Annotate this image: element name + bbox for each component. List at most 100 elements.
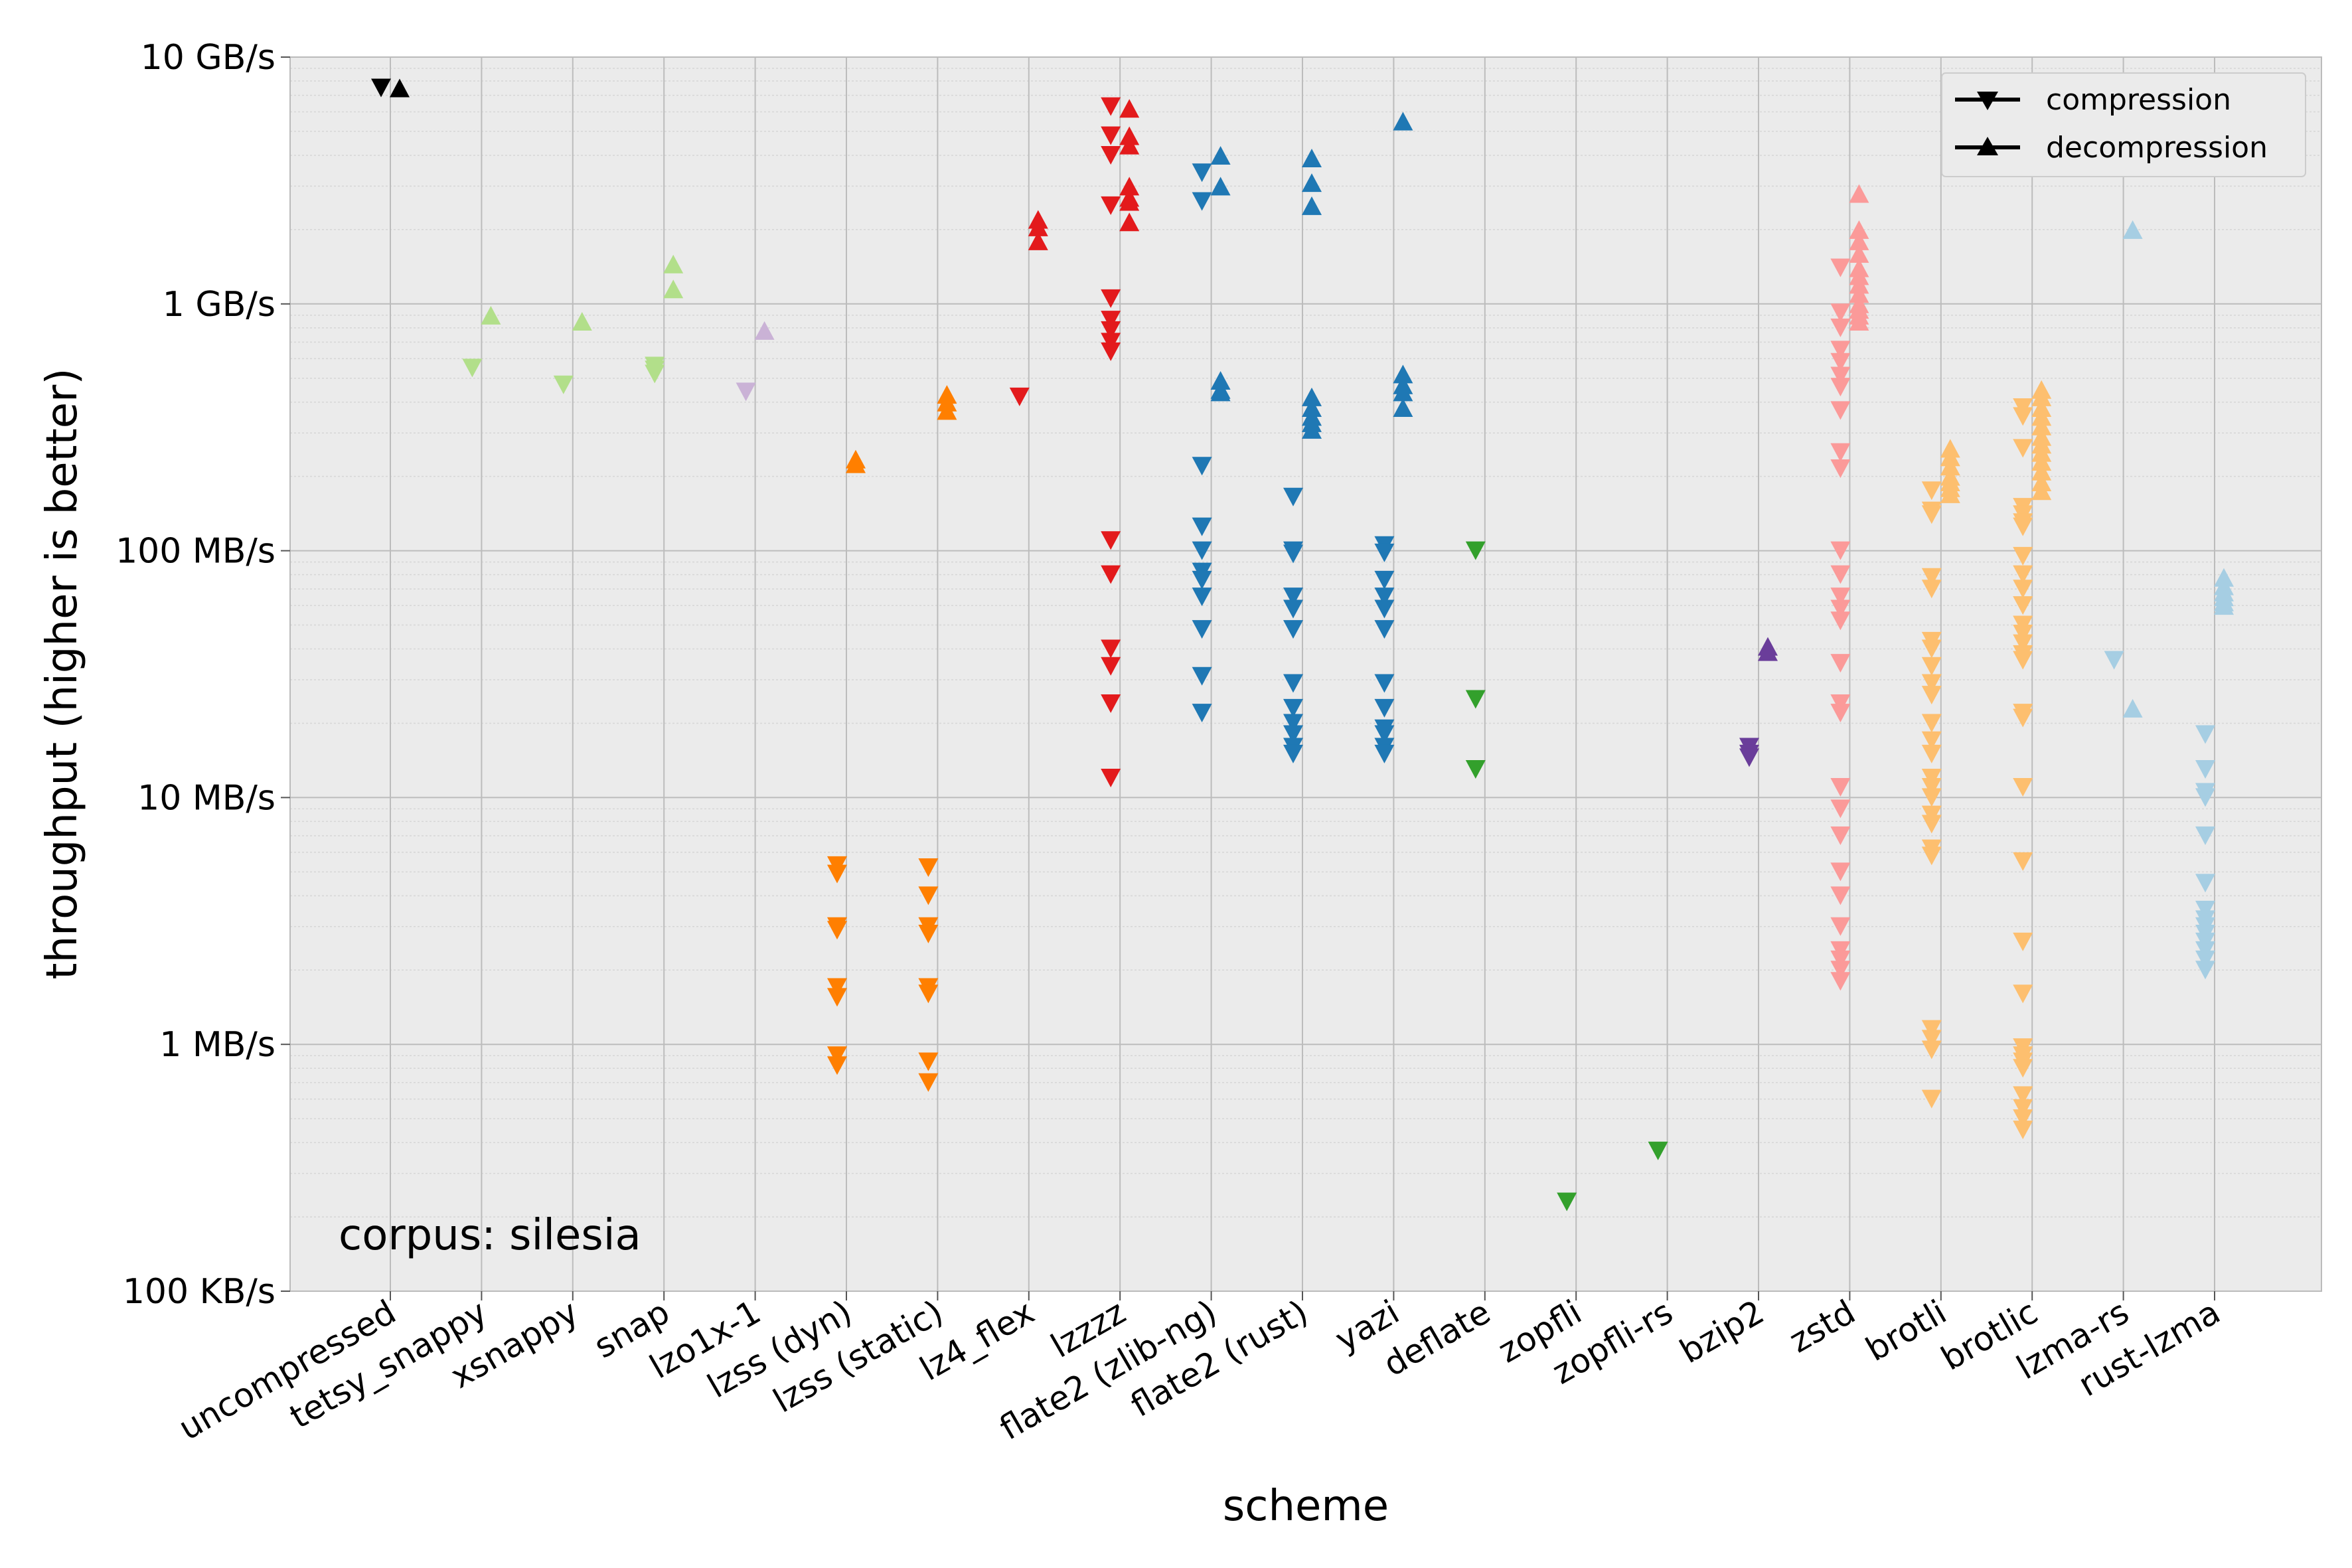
compression-point: [2195, 961, 2215, 980]
decompression-point: [1302, 173, 1322, 193]
compression-point: [1192, 192, 1212, 211]
compression-point: [1374, 570, 1395, 589]
compression-point: [1192, 588, 1212, 607]
legend-compression-marker-icon: [1977, 92, 1998, 110]
decompression-point: [1758, 642, 1778, 661]
compression-point: [2195, 900, 2215, 919]
compression-point: [1830, 799, 1851, 819]
decompression-point: [1849, 244, 1869, 263]
decompression-point: [1393, 364, 1413, 384]
decompression-point: [1119, 212, 1140, 232]
compression-point: [1921, 788, 1942, 807]
decompression-point: [572, 312, 592, 331]
y-tick-label: 10 GB/s: [141, 38, 275, 78]
compression-point: [1374, 744, 1395, 763]
compression-point: [1283, 725, 1303, 744]
compression-point: [1921, 639, 1942, 659]
decompression-point: [1393, 112, 1413, 131]
compression-point: [1101, 97, 1121, 116]
compression-point: [1830, 443, 1851, 462]
compression-point: [1830, 886, 1851, 905]
decompression-point: [1849, 231, 1869, 250]
decompression-point: [1940, 457, 1960, 476]
decompression-point: [1210, 382, 1231, 402]
compression-point: [2013, 407, 2033, 426]
compression-point: [1921, 686, 1942, 705]
compression-point: [1101, 657, 1121, 676]
compression-point: [1283, 544, 1303, 564]
compression-point: [1830, 565, 1851, 584]
compression-point: [1465, 541, 1486, 560]
y-axis-label: throughput (higher is better): [38, 368, 87, 980]
compression-point: [1921, 714, 1942, 733]
decompression-point: [1849, 284, 1869, 303]
decompression-point: [1119, 177, 1140, 196]
decompression-point: [1302, 387, 1322, 406]
compression-point: [2013, 1121, 2033, 1140]
compression-point: [1101, 311, 1121, 330]
compression-point: [2013, 624, 2033, 643]
compression-point: [1283, 620, 1303, 639]
decompression-point: [1940, 447, 1960, 467]
decompression-point: [1302, 196, 1322, 215]
compression-point: [2013, 1086, 2033, 1105]
compression-point: [1830, 778, 1851, 797]
compression-point: [1921, 568, 1942, 587]
plot-area: [290, 57, 2321, 1291]
decompression-point: [1393, 382, 1413, 402]
compression-point: [827, 921, 847, 940]
compression-point: [1830, 941, 1851, 960]
compression-point: [2013, 708, 2033, 728]
compression-point: [1101, 126, 1121, 145]
compression-point: [553, 375, 574, 394]
decompression-point: [1028, 217, 1048, 236]
compression-point: [1921, 1040, 1942, 1059]
compression-point: [736, 382, 756, 402]
decompression-point: [1210, 177, 1231, 196]
decompression-point: [1028, 231, 1048, 250]
compression-point: [1830, 353, 1851, 372]
compression-point: [1648, 1141, 1668, 1160]
compression-point: [1192, 704, 1212, 723]
compression-point: [1101, 342, 1121, 361]
decompression-point: [2214, 596, 2234, 615]
compression-point: [1830, 401, 1851, 420]
compression-point: [1101, 639, 1121, 659]
plot-frame: [289, 56, 2322, 1292]
compression-point: [1374, 725, 1395, 744]
compression-point: [1830, 318, 1851, 337]
compression-point: [918, 1073, 939, 1092]
compression-point: [2195, 874, 2215, 893]
compression-point: [1830, 972, 1851, 991]
compression-point: [2195, 788, 2215, 807]
compression-point: [1921, 846, 1942, 866]
legend-decompression-marker-icon: [1977, 137, 1998, 155]
decompression-point: [1849, 184, 1869, 203]
compression-point: [1830, 303, 1851, 323]
compression-point: [827, 988, 847, 1007]
compression-point: [1101, 768, 1121, 787]
compression-point: [1830, 599, 1851, 619]
decompression-point: [663, 254, 684, 274]
compression-point: [2195, 725, 2215, 744]
compression-point: [1921, 674, 1942, 693]
compression-point: [2013, 651, 2033, 670]
x-axis-label: scheme: [1223, 1482, 1389, 1531]
decompression-point: [1393, 398, 1413, 418]
decompression-point: [2122, 220, 2143, 239]
compression-point: [1830, 704, 1851, 723]
decompression-point: [1119, 135, 1140, 155]
y-tick-label: 100 MB/s: [116, 532, 275, 572]
compression-point: [918, 858, 939, 877]
compression-point: [1830, 654, 1851, 673]
compression-point: [2195, 760, 2215, 779]
compression-point: [1101, 565, 1121, 584]
compression-point: [1830, 258, 1851, 277]
compression-point: [1830, 541, 1851, 560]
compression-point: [1830, 694, 1851, 714]
compression-point: [2195, 941, 2215, 960]
compression-point: [827, 1056, 847, 1075]
decompression-point: [1119, 192, 1140, 211]
compression-point: [1921, 657, 1942, 676]
